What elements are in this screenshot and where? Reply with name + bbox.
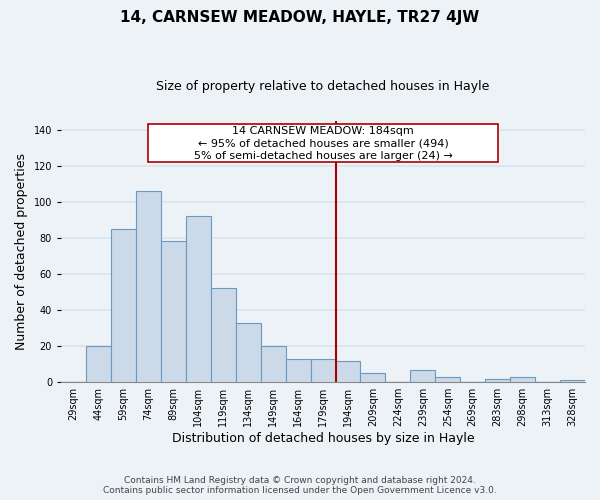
X-axis label: Distribution of detached houses by size in Hayle: Distribution of detached houses by size … [172, 432, 475, 445]
Bar [161, 242, 186, 382]
Bar [286, 358, 311, 382]
Text: 14, CARNSEW MEADOW, HAYLE, TR27 4JW: 14, CARNSEW MEADOW, HAYLE, TR27 4JW [121, 10, 479, 25]
Text: 5% of semi-detached houses are larger (24) →: 5% of semi-detached houses are larger (2… [194, 152, 452, 162]
Bar [311, 358, 335, 382]
Bar [335, 360, 361, 382]
Bar [86, 346, 111, 382]
Y-axis label: Number of detached properties: Number of detached properties [15, 153, 28, 350]
Bar [410, 370, 436, 382]
Bar [510, 377, 535, 382]
FancyBboxPatch shape [148, 124, 497, 162]
Bar [361, 373, 385, 382]
Bar [211, 288, 236, 382]
Bar [560, 380, 585, 382]
Text: Contains HM Land Registry data © Crown copyright and database right 2024.
Contai: Contains HM Land Registry data © Crown c… [103, 476, 497, 495]
Bar [236, 322, 260, 382]
Text: ← 95% of detached houses are smaller (494): ← 95% of detached houses are smaller (49… [197, 138, 448, 148]
Bar [111, 229, 136, 382]
Bar [136, 191, 161, 382]
Bar [436, 377, 460, 382]
Title: Size of property relative to detached houses in Hayle: Size of property relative to detached ho… [157, 80, 490, 93]
Bar [485, 378, 510, 382]
Bar [260, 346, 286, 382]
Text: 14 CARNSEW MEADOW: 184sqm: 14 CARNSEW MEADOW: 184sqm [232, 126, 414, 136]
Bar [186, 216, 211, 382]
